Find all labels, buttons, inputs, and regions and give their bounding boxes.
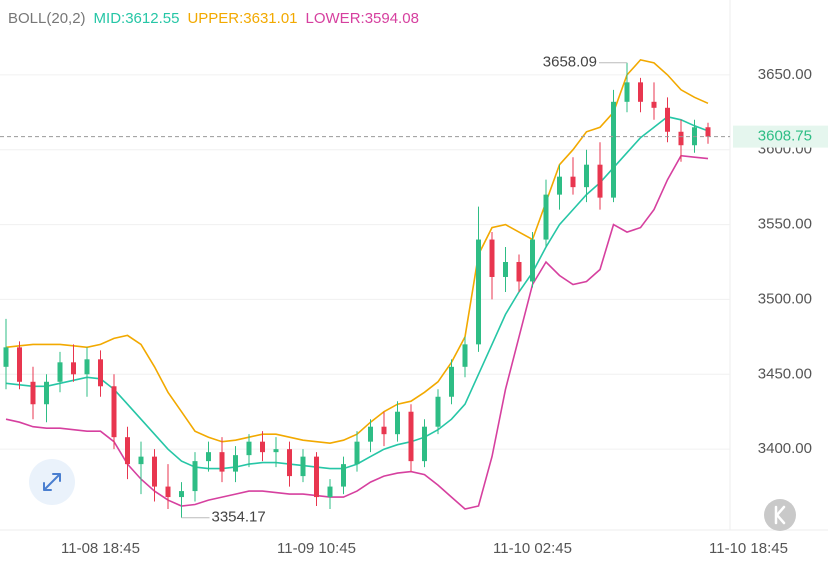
candle-body [219,452,225,472]
candle-body [152,456,157,487]
candle-body [179,491,184,498]
candle-body [300,456,306,477]
candle-body [435,396,441,427]
candle-body [503,262,508,277]
candle-body [17,347,22,382]
candle-body [638,82,643,102]
candle-body [449,366,454,397]
min-label: 3354.17 [212,509,266,526]
y-tick-label: 3550.00 [758,216,812,233]
candle-body [624,82,630,102]
candle-body [246,441,252,456]
candle-body [368,426,373,442]
candle-body [260,441,265,453]
candle-body [530,239,535,282]
legend-item: UPPER:3631.01 [187,10,297,27]
candle-body [165,486,171,498]
candle-body [327,486,333,498]
candle-body [395,411,400,435]
candle-body [705,127,711,137]
candle-body [354,441,360,465]
candle-body [3,347,9,367]
reset-button[interactable] [764,499,796,531]
candle-body [597,164,603,198]
candle-body [192,461,198,492]
candle-body [543,194,549,240]
legend-item: LOWER:3594.08 [306,10,419,27]
candle-body [570,176,576,188]
candle-body [30,381,36,405]
legend-item: MID:3612.55 [94,10,180,27]
price-tag [733,125,828,148]
candle-body [462,344,468,367]
candle-body [44,381,49,405]
candle-body [57,362,63,382]
candle-body [422,426,427,462]
candle-body [273,449,279,453]
candle-body [111,386,117,438]
candle-body [138,456,144,465]
x-tick-label: 11-08 18:45 [61,540,140,557]
candle-body [611,101,616,198]
candle-body [584,164,589,188]
price-label: 3608.75 [758,128,812,145]
candle-body [84,359,90,375]
candle-body [314,456,319,498]
candle-body [678,131,684,146]
candle-body [476,239,481,345]
expand-button[interactable] [29,459,75,505]
candle-body [71,362,76,375]
max-label: 3658.09 [543,54,597,71]
candle-body [287,449,292,477]
x-tick-label: 11-10 02:45 [493,540,572,557]
candle-body [381,426,387,435]
y-tick-label: 3500.00 [758,290,812,307]
x-tick-label: 11-09 10:45 [277,540,356,557]
candle-body [341,464,346,487]
candle-body [651,101,657,108]
candle-body [557,176,562,195]
candle-body [233,455,238,472]
chart-title: BOLL(20,2) [8,10,86,27]
x-tick-label: 11-10 18:45 [709,540,788,557]
candle-body [125,437,130,465]
y-tick-label: 3650.00 [758,66,812,83]
candle-body [516,262,522,282]
y-tick-label: 3400.00 [758,440,812,457]
y-tick-label: 3450.00 [758,365,812,382]
candle-body [98,359,103,387]
candle-body [489,239,495,277]
candle-body [665,107,670,132]
candle-body [206,452,211,462]
band-line [5,154,709,510]
candle-body [408,411,414,462]
